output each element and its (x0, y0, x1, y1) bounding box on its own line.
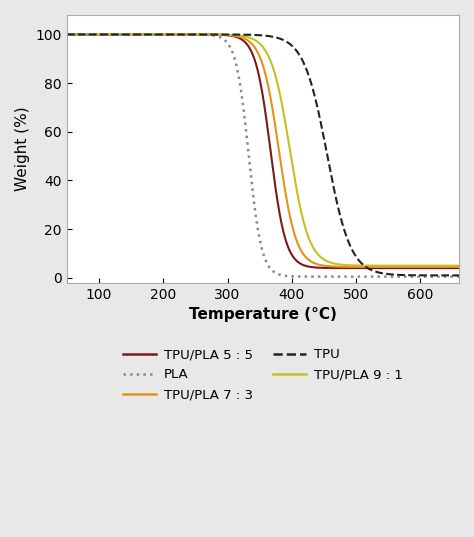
Legend: TPU/PLA 5 : 5, PLA, TPU/PLA 7 : 3, TPU, TPU/PLA 9 : 1: TPU/PLA 5 : 5, PLA, TPU/PLA 7 : 3, TPU, … (118, 343, 408, 407)
X-axis label: Temperature (°C): Temperature (°C) (189, 307, 337, 322)
Y-axis label: Weight (%): Weight (%) (15, 106, 30, 191)
